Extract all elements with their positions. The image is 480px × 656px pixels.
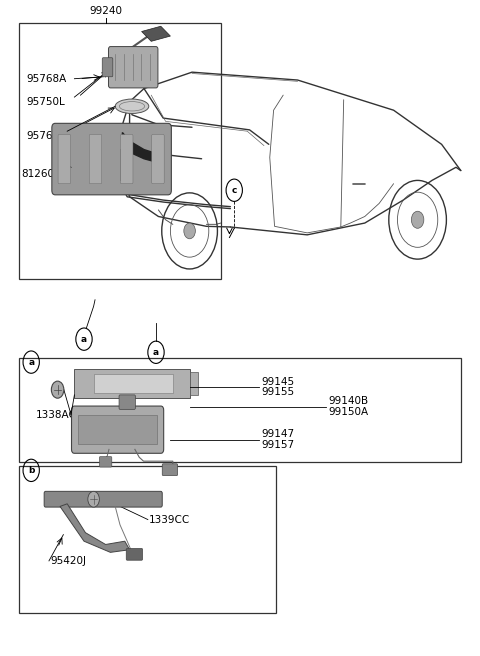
Text: a: a	[153, 348, 159, 357]
FancyBboxPatch shape	[108, 47, 158, 88]
Text: b: b	[28, 466, 35, 475]
FancyBboxPatch shape	[119, 395, 135, 409]
Circle shape	[88, 491, 99, 507]
Circle shape	[184, 223, 195, 239]
Text: 99240: 99240	[89, 7, 122, 16]
Text: 81260B: 81260B	[22, 169, 62, 179]
FancyBboxPatch shape	[152, 134, 164, 184]
Bar	[94, 374, 173, 393]
FancyBboxPatch shape	[120, 134, 133, 184]
FancyBboxPatch shape	[99, 457, 112, 467]
Bar	[120, 149, 131, 180]
Bar	[74, 369, 190, 398]
Polygon shape	[122, 133, 158, 163]
Text: 95769: 95769	[26, 131, 60, 141]
FancyBboxPatch shape	[58, 134, 71, 184]
FancyBboxPatch shape	[72, 406, 164, 453]
Text: 99147: 99147	[262, 429, 295, 440]
Text: 99157: 99157	[262, 440, 295, 450]
Text: a: a	[81, 335, 87, 344]
Bar	[190, 372, 198, 395]
Text: 95750L: 95750L	[26, 96, 65, 107]
FancyBboxPatch shape	[162, 464, 178, 476]
FancyBboxPatch shape	[89, 134, 102, 184]
Text: 99150A: 99150A	[329, 407, 369, 417]
Text: 99140B: 99140B	[329, 396, 369, 407]
Circle shape	[51, 381, 64, 398]
Text: 99155: 99155	[262, 387, 295, 398]
FancyBboxPatch shape	[52, 123, 171, 195]
Text: a: a	[28, 358, 34, 367]
Bar	[19, 466, 276, 613]
Text: c: c	[231, 186, 237, 195]
Bar	[19, 23, 221, 279]
Bar	[19, 358, 461, 462]
Text: 95768A: 95768A	[26, 73, 67, 84]
Polygon shape	[60, 504, 130, 552]
FancyBboxPatch shape	[126, 548, 143, 560]
Ellipse shape	[115, 99, 149, 113]
FancyBboxPatch shape	[44, 491, 162, 507]
Ellipse shape	[120, 102, 144, 111]
Bar	[78, 415, 157, 444]
Text: 95420J: 95420J	[50, 556, 86, 566]
Circle shape	[411, 211, 424, 228]
Text: 99145: 99145	[262, 377, 295, 387]
Text: 1339CC: 1339CC	[149, 514, 190, 525]
FancyBboxPatch shape	[102, 58, 113, 77]
Polygon shape	[142, 26, 170, 41]
Text: 1338AC: 1338AC	[36, 409, 77, 420]
